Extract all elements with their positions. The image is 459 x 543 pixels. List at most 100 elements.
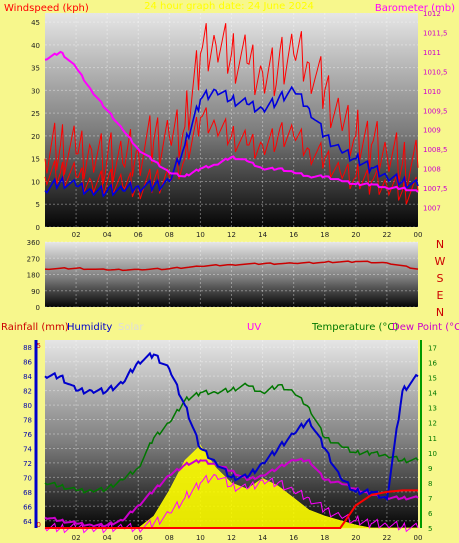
y-tick-label: 25 bbox=[31, 110, 40, 118]
y-tick-label: 270 bbox=[27, 255, 40, 263]
humidity-tick-label: 84 bbox=[23, 373, 32, 381]
humidity-tick-label: 82 bbox=[23, 388, 32, 396]
humidity-line bbox=[44, 351, 419, 502]
x-tick-label: 02 bbox=[72, 231, 81, 239]
x-tick-label: 20 bbox=[351, 231, 360, 239]
rainfall-tick-label: 0 bbox=[37, 521, 41, 529]
humidity-tick-label: 66 bbox=[23, 503, 32, 511]
humidity-tick-label: 80 bbox=[23, 402, 32, 410]
x-tick-label: 14 bbox=[258, 231, 267, 239]
humidity-tick-label: 70 bbox=[23, 474, 32, 482]
y-tick-label: 20 bbox=[31, 133, 40, 141]
y-tick-label: 30 bbox=[31, 87, 40, 95]
x-tick-label: 12 bbox=[227, 231, 236, 239]
temperature-tick-label: 17 bbox=[428, 345, 437, 353]
compass-label: E bbox=[437, 289, 444, 302]
y2-tick-label: 1008,5 bbox=[423, 146, 448, 154]
humidity-tick-label: 76 bbox=[23, 431, 32, 439]
humidity-tick-label: 78 bbox=[23, 417, 32, 425]
y-tick-label: 35 bbox=[31, 65, 40, 73]
y-tick-label: 0 bbox=[36, 304, 40, 312]
grid bbox=[45, 241, 418, 308]
uv-label: UV bbox=[247, 322, 261, 333]
barometer-line bbox=[44, 50, 419, 193]
x-tick-label: 14 bbox=[258, 534, 267, 542]
x-tick-label: 08 bbox=[165, 534, 174, 542]
y2-tick-label: 1011 bbox=[423, 49, 441, 57]
x-tick-label: 00 bbox=[414, 231, 423, 239]
temperature-tick-label: 16 bbox=[428, 360, 437, 368]
x-tick-label: 18 bbox=[320, 534, 329, 542]
average-wind-line bbox=[44, 85, 419, 198]
windspeed-y-ticks: 0 5 10 15 20 25 30 35 40 45 bbox=[31, 19, 40, 232]
temperature-tick-label: 11 bbox=[428, 435, 437, 443]
windspeed-axis-title: Windspeed (kph) bbox=[4, 3, 89, 14]
y2-tick-label: 1010 bbox=[423, 88, 441, 96]
gust-line bbox=[44, 23, 419, 192]
series-layer bbox=[44, 351, 419, 534]
plot-area bbox=[45, 242, 418, 307]
temperature-tick-label: 8 bbox=[428, 480, 432, 488]
temperature-tick-label: 10 bbox=[428, 450, 437, 458]
barometer-y-ticks: 1007 1007,5 1008 1008,5 1009 1009,5 1010 1010,5… bbox=[423, 10, 448, 213]
y-tick-label: 90 bbox=[31, 288, 40, 296]
x-tick-label: 18 bbox=[320, 231, 329, 239]
humidity-tick-label: 88 bbox=[23, 344, 32, 352]
wind-barometer-chart: Windspeed (kph) 24 hour graph date: 24 J… bbox=[4, 1, 455, 239]
humidity-tick-label: 72 bbox=[23, 460, 32, 468]
x-ticks: 02 04 06 08 10 12 14 16 18 20 22 00 bbox=[72, 534, 423, 542]
dew-point-line bbox=[44, 457, 419, 528]
rainfall-y-ticks: 05 bbox=[37, 342, 41, 529]
x-tick-label: 20 bbox=[351, 534, 360, 542]
temperature-tick-label: 15 bbox=[428, 375, 437, 383]
barometer-axis-title: Barometer (mb) bbox=[375, 3, 455, 14]
temperature-tick-label: 7 bbox=[428, 495, 432, 503]
y2-tick-label: 1009 bbox=[423, 127, 441, 135]
rainfall-line bbox=[45, 489, 418, 529]
compass-label: W bbox=[435, 255, 446, 268]
rainfall-label: Rainfall (mm) bbox=[1, 322, 69, 333]
x-tick-label: 04 bbox=[103, 534, 112, 542]
dew-point-label: Dew Point (°C) bbox=[392, 322, 459, 333]
x-tick-label: 02 bbox=[72, 534, 81, 542]
y-tick-label: 45 bbox=[31, 19, 40, 27]
x-tick-label: 04 bbox=[103, 231, 112, 239]
x-tick-label: 10 bbox=[196, 534, 205, 542]
humidity-y-ticks: 64 66 68 70 72 74 76 78 80 82 84 86 88 bbox=[23, 340, 38, 528]
x-tick-label: 08 bbox=[165, 231, 174, 239]
y-tick-label: 0 bbox=[36, 224, 40, 232]
humidity-tick-label: 68 bbox=[23, 489, 32, 497]
compass-label: N bbox=[436, 306, 444, 319]
y-tick-label: 15 bbox=[31, 156, 40, 164]
series-layer bbox=[44, 23, 419, 205]
wind-line bbox=[44, 107, 419, 205]
x-tick-label: 16 bbox=[289, 231, 298, 239]
temperature-tick-label: 12 bbox=[428, 420, 437, 428]
x-tick-label: 16 bbox=[289, 534, 298, 542]
y-tick-label: 40 bbox=[31, 42, 40, 50]
y-tick-label: 180 bbox=[27, 272, 40, 280]
y2-tick-label: 1009,5 bbox=[423, 107, 448, 115]
y2-tick-label: 1008 bbox=[423, 166, 441, 174]
humidity-tick-label: 86 bbox=[23, 359, 32, 367]
y2-tick-label: 1010,5 bbox=[423, 68, 448, 76]
y2-tick-label: 1011,5 bbox=[423, 29, 448, 37]
solar-label: Solar bbox=[118, 322, 144, 333]
x-tick-label: 10 bbox=[196, 231, 205, 239]
x-ticks: 02 04 06 08 10 12 14 16 18 20 22 00 bbox=[72, 231, 423, 239]
x-tick-label: 00 bbox=[414, 534, 423, 542]
temperature-tick-label: 9 bbox=[428, 465, 432, 473]
series-layer bbox=[44, 260, 419, 272]
humidity-tick-label: 74 bbox=[23, 445, 32, 453]
humidity-tick-label: 64 bbox=[23, 518, 32, 526]
wind-direction-line bbox=[44, 260, 419, 272]
y2-tick-label: 1007 bbox=[423, 205, 441, 213]
x-tick-label: 06 bbox=[134, 231, 143, 239]
temperature-tick-label: 5 bbox=[428, 525, 432, 533]
y2-tick-label: 1012 bbox=[423, 10, 441, 18]
temperature-tick-label: 14 bbox=[428, 390, 437, 398]
temperature-label: Temperature (°C) bbox=[311, 322, 398, 333]
